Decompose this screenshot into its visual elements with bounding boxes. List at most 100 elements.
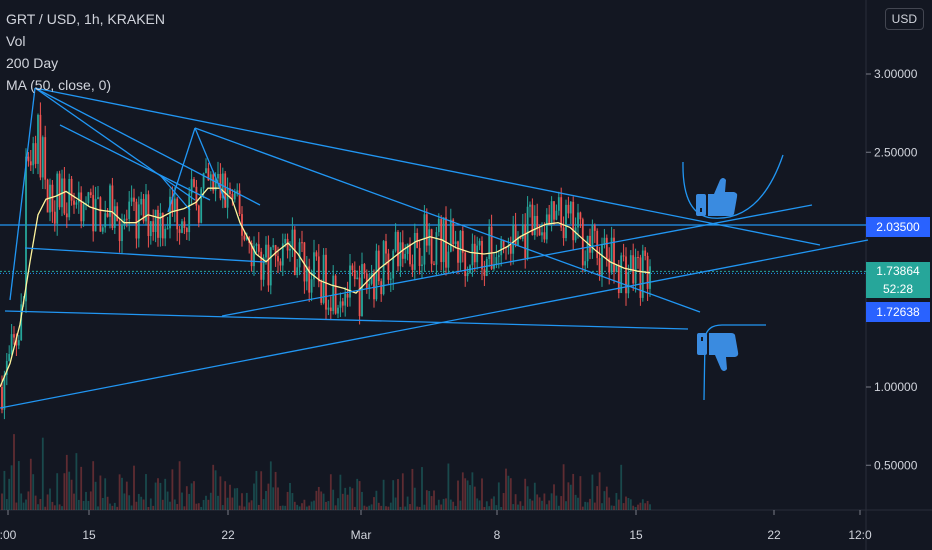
candle-body [197,205,200,223]
volume-bar [325,501,327,510]
volume-bar [579,476,582,510]
candle-body [37,114,39,164]
volume-bar [341,493,344,510]
volume-bar [202,499,205,510]
volume-bar [152,505,155,510]
candle-body [13,334,15,338]
candle-body [637,257,639,259]
candle-body [25,156,27,302]
volume-bar [411,468,414,510]
volume-bar [317,486,320,510]
volume-bar [133,465,135,510]
candle-body [490,226,493,269]
candle-body [29,161,32,166]
volume-bar [649,504,651,510]
last-price-label: 1.73864 [866,262,930,280]
volume-bar [104,478,107,510]
volume-bar [485,501,488,510]
volume-bar [183,506,186,510]
volume-bar [68,471,71,510]
currency-button[interactable]: USD [884,8,924,30]
volume-bar [233,488,236,510]
volume-bar [171,469,174,510]
candle-body [567,204,570,214]
price-axis[interactable]: 3.00000 2.50000 1.00000 0.50000 [866,67,918,472]
volume-bar [298,506,301,510]
candle-body [500,240,503,256]
candle-body [193,179,195,187]
candle-body [116,206,119,222]
volume-bar [346,494,349,510]
volume-bar [231,497,234,510]
candle-body [188,193,191,233]
volume-bar [644,503,647,510]
volume-bar [229,484,231,510]
volume-bar [488,506,491,510]
time-axis[interactable]: :00 15 22 Mar 8 15 22 12:0 [0,510,872,542]
volume-bar [310,501,313,510]
candle-body [519,236,522,239]
candle-body [118,221,121,242]
volume-bar [445,498,447,510]
volume-bar [377,502,380,510]
volume-bar [219,476,222,510]
candle-body [329,307,332,312]
volume-indicator-label[interactable]: Vol [6,33,26,49]
trendline [24,247,266,263]
candle-body [241,214,243,236]
trendlines[interactable] [0,87,869,409]
candle-body [586,235,589,262]
symbol-title[interactable]: GRT / USD, 1h, KRAKEN [6,11,165,27]
volume-bar [610,505,613,510]
candle-body [639,257,642,298]
candle-body [358,277,361,317]
candle-body [550,201,553,224]
candle-body [625,256,627,294]
volume-bar [421,467,423,510]
low-price-label: 1.72638 [866,302,930,322]
candle-body [226,188,229,208]
candle-body [569,201,572,214]
volume-bar [572,473,575,510]
volume-bar [531,500,534,510]
candle-body [560,197,563,228]
candle-body [591,225,594,253]
candle-body [562,227,565,239]
volume-bar [3,470,6,510]
candle-body [205,168,207,174]
day-indicator-label[interactable]: 200 Day [6,55,59,71]
volume-bar [17,461,20,510]
candle-body [622,255,625,257]
volume-bar [327,501,330,510]
volume-bar [519,501,522,510]
volume-bar [435,505,438,510]
candle-body [73,200,75,205]
candle-body [341,301,344,306]
volume-bar [389,502,392,510]
volume-bars [1,434,651,510]
volume-bar [166,491,169,510]
volume-bar [305,506,308,510]
volume-bar [1,493,3,510]
candle-body [524,224,527,259]
candle-body [397,231,399,267]
volume-bar [286,491,289,510]
volume-bar [478,500,481,510]
volume-bar [190,483,193,510]
volume-bar [22,502,25,510]
smile-curve [682,154,784,219]
volume-bar [401,473,404,510]
candle-body [620,255,623,294]
ma-indicator-label[interactable]: MA (50, close, 0) [6,77,112,93]
candle-body [58,173,61,208]
candle-body [555,210,558,220]
candle-body [536,215,539,229]
candle-body [433,263,435,265]
candle-body [577,212,579,228]
candle-body [281,243,284,266]
candle-body [332,275,335,312]
volume-bar [46,494,49,510]
candle-body [236,190,239,193]
volume-bar [428,491,431,510]
